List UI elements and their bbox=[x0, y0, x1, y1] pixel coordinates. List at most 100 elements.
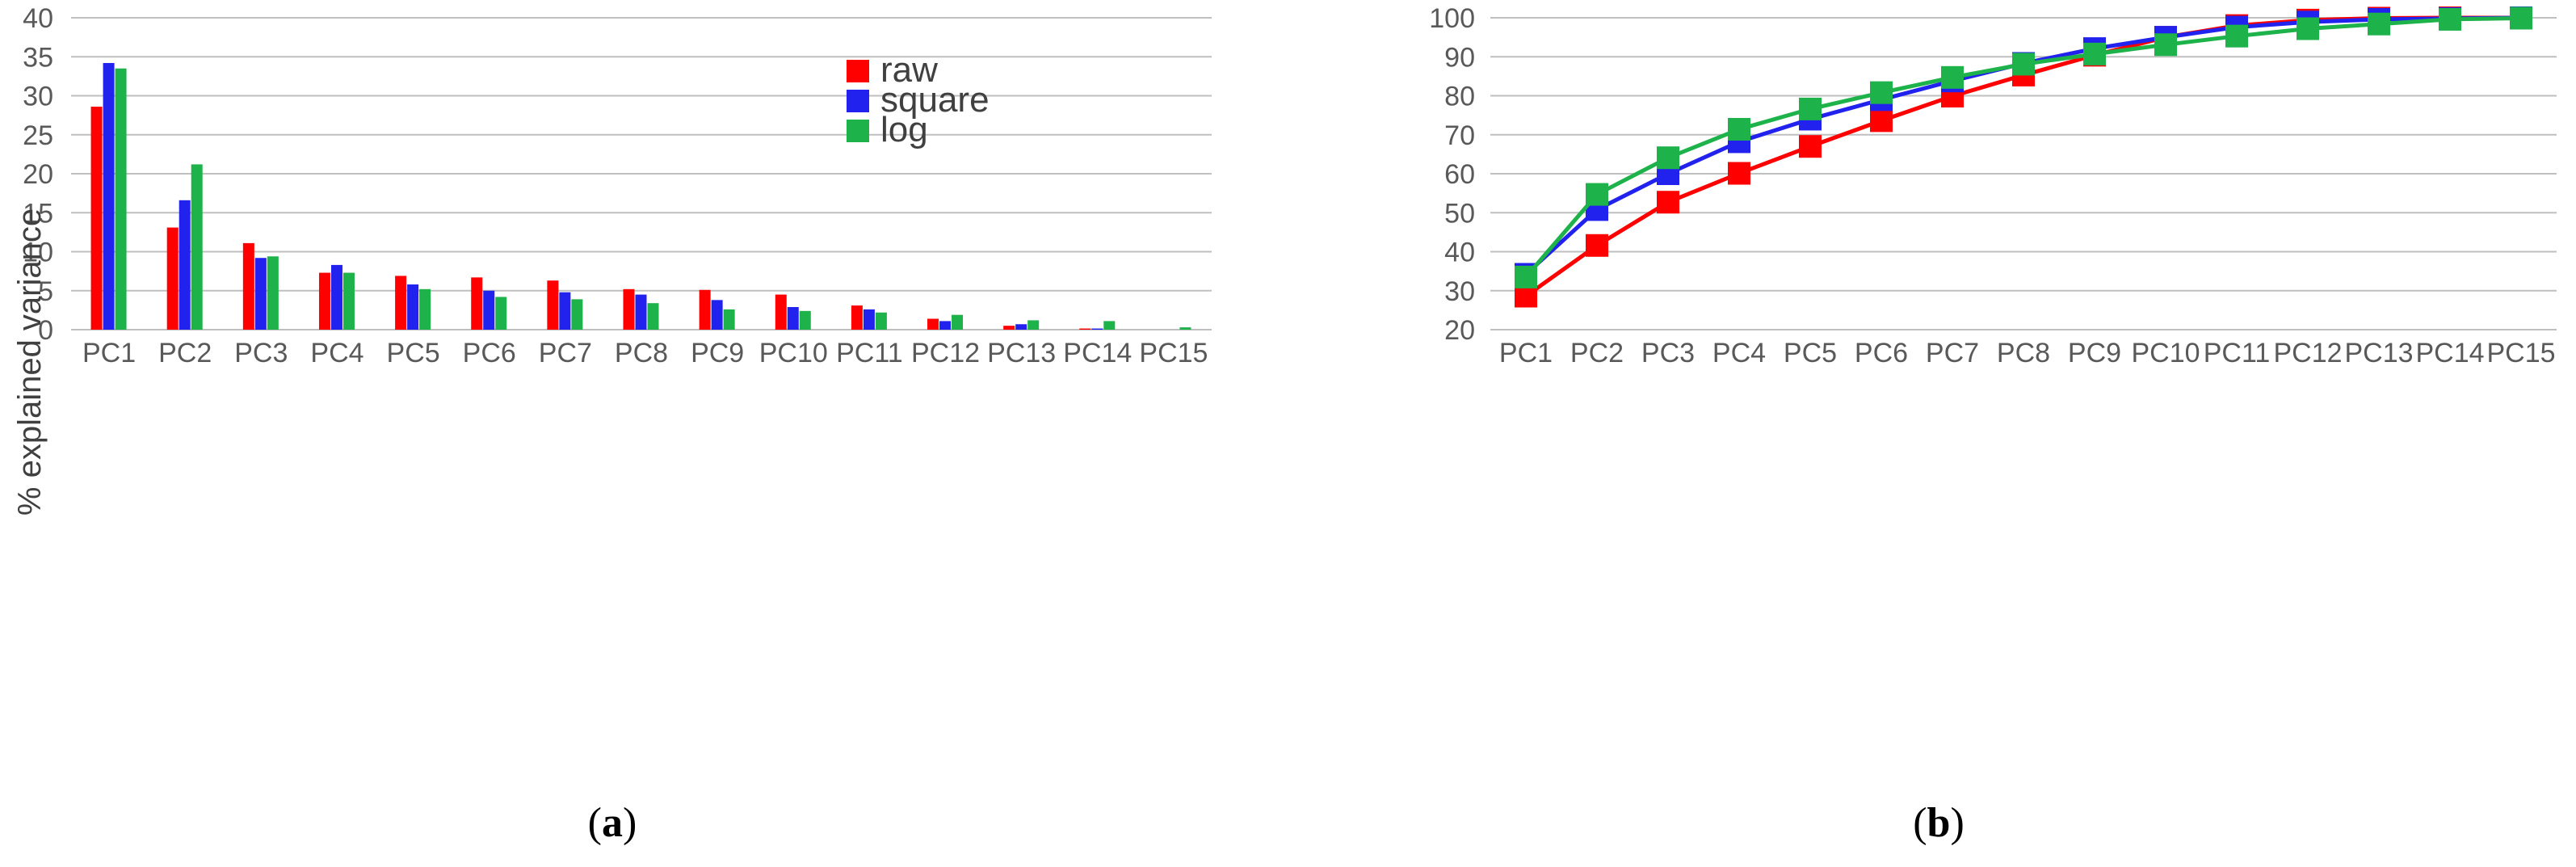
panel-b-x-tick: PC3 bbox=[1641, 338, 1695, 368]
bar-log-pc15 bbox=[1179, 327, 1191, 330]
panel-b-x-tick: PC7 bbox=[1926, 338, 1979, 368]
panel-a-y-tick: 15 bbox=[23, 198, 53, 229]
marker-log-pc13 bbox=[2368, 12, 2390, 36]
panel-b-x-tick: PC14 bbox=[2415, 338, 2484, 368]
marker-raw-pc1 bbox=[1515, 284, 1537, 308]
bar-log-pc7 bbox=[571, 299, 583, 330]
panel-b-y-tick: 70 bbox=[1444, 120, 1475, 151]
marker-log-pc14 bbox=[2439, 7, 2461, 31]
panel-b-y-tick: 60 bbox=[1444, 159, 1475, 190]
bar-raw-pc8 bbox=[623, 288, 635, 330]
panel-paren: ) bbox=[1950, 800, 1964, 846]
marker-log-pc3 bbox=[1657, 146, 1679, 170]
marker-log-pc15 bbox=[2510, 6, 2532, 30]
panel-a-y-tick: 35 bbox=[23, 42, 53, 73]
panel-b-x-tick: PC12 bbox=[2273, 338, 2342, 368]
legend-label-log: log bbox=[880, 110, 928, 149]
panel-b-x-tick: PC1 bbox=[1499, 338, 1553, 368]
panel-a-y-tick: 10 bbox=[23, 238, 53, 268]
panel-a-gridlines bbox=[71, 17, 1212, 330]
marker-log-pc10 bbox=[2154, 33, 2177, 57]
panel-a-x-tick: PC3 bbox=[234, 338, 288, 368]
bar-square-pc9 bbox=[711, 300, 723, 330]
marker-log-pc11 bbox=[2225, 24, 2248, 48]
bar-square-pc14 bbox=[1091, 328, 1103, 330]
panel-a-y-axis-label: % explained variance bbox=[12, 208, 48, 516]
panel-b-x-tick: PC6 bbox=[1855, 338, 1908, 368]
panel-a-caption-label: (a) bbox=[588, 800, 637, 846]
marker-raw-pc4 bbox=[1728, 162, 1750, 185]
bar-square-pc11 bbox=[863, 309, 875, 330]
panel-a-y-tick: 40 bbox=[23, 3, 53, 34]
bar-log-pc11 bbox=[875, 312, 887, 330]
legend-swatch-square bbox=[847, 90, 869, 112]
panel-b-x-tick: PC15 bbox=[2486, 338, 2555, 368]
marker-raw-pc6 bbox=[1870, 109, 1893, 133]
panel-a-y-tick-labels: 0 5 10 15 20 25 30 35 40 bbox=[23, 3, 53, 346]
bar-raw-pc12 bbox=[927, 318, 939, 330]
bar-log-pc14 bbox=[1103, 321, 1116, 330]
panel-b-line-chart: 20 30 40 50 60 70 80 90 100 PC1 PC2 PC3 PC4 PC5 PC6 PC… bbox=[1429, 3, 2557, 846]
panel-b-y-tick: 80 bbox=[1444, 82, 1475, 112]
panel-a-x-tick: PC11 bbox=[836, 338, 903, 368]
panel-a-x-tick: PC6 bbox=[463, 338, 516, 368]
panel-a-x-tick: PC13 bbox=[987, 338, 1056, 368]
panel-b-y-tick: 100 bbox=[1429, 3, 1475, 34]
panel-a-x-tick: PC12 bbox=[911, 338, 980, 368]
panel-a-x-tick-labels: PC1 PC2 PC3 PC4 PC5 PC6 PC7 PC8 PC9 PC10 PC11 PC12 P… bbox=[82, 338, 1208, 368]
panel-paren: ( bbox=[588, 800, 602, 846]
panel-a-x-tick: PC10 bbox=[759, 338, 828, 368]
bar-square-pc10 bbox=[787, 307, 799, 330]
marker-raw-pc3 bbox=[1657, 191, 1679, 214]
marker-log-pc12 bbox=[2297, 17, 2319, 40]
bar-log-pc10 bbox=[799, 310, 811, 330]
panel-a-y-tick: 5 bbox=[38, 276, 53, 307]
panel-b-x-tick: PC8 bbox=[1997, 338, 2050, 368]
bar-square-pc8 bbox=[635, 294, 647, 330]
panel-b-x-tick: PC10 bbox=[2131, 338, 2200, 368]
legend-label-raw: raw bbox=[880, 50, 938, 90]
bar-raw-pc13 bbox=[1003, 326, 1015, 330]
bar-raw-pc7 bbox=[547, 280, 559, 330]
panel-b-x-tick: PC5 bbox=[1784, 338, 1837, 368]
legend-label-square: square bbox=[880, 80, 990, 120]
bar-log-pc5 bbox=[419, 288, 431, 330]
bar-square-pc1 bbox=[103, 62, 115, 330]
panel-a-x-tick: PC8 bbox=[615, 338, 668, 368]
panel-paren: ) bbox=[623, 800, 637, 846]
bar-raw-pc1 bbox=[90, 107, 103, 330]
bar-raw-pc9 bbox=[699, 289, 711, 330]
bar-log-pc1 bbox=[115, 68, 127, 330]
marker-raw-pc2 bbox=[1586, 234, 1608, 257]
bar-square-pc13 bbox=[1015, 324, 1027, 330]
panel-a-x-tick: PC7 bbox=[539, 338, 592, 368]
panel-paren: ( bbox=[1913, 800, 1927, 846]
bar-square-pc5 bbox=[407, 284, 419, 330]
legend-swatch-raw bbox=[847, 60, 869, 82]
panel-b-lines bbox=[1515, 6, 2532, 308]
bar-log-pc13 bbox=[1027, 320, 1040, 330]
panel-a-x-tick: PC5 bbox=[387, 338, 440, 368]
bar-log-pc4 bbox=[342, 272, 355, 330]
panel-a-x-tick: PC4 bbox=[310, 338, 363, 368]
marker-log-pc7 bbox=[1941, 65, 1964, 89]
panel-b-x-tick-labels: PC1 PC2 PC3 PC4 PC5 PC6 PC7 PC8 PC9 PC10 PC11 PC12 P… bbox=[1499, 338, 2556, 368]
panel-b-x-tick: PC11 bbox=[2204, 338, 2271, 368]
panel-b-x-tick: PC13 bbox=[2344, 338, 2413, 368]
legend-swatch-log bbox=[847, 120, 869, 142]
panel-a-x-tick: PC15 bbox=[1139, 338, 1208, 368]
panel-a-x-tick: PC14 bbox=[1063, 338, 1132, 368]
marker-log-pc9 bbox=[2083, 42, 2106, 65]
panel-b-x-tick: PC2 bbox=[1570, 338, 1624, 368]
panel-letter: b bbox=[1927, 800, 1951, 846]
panel-a-x-tick: PC1 bbox=[82, 338, 136, 368]
bar-square-pc6 bbox=[483, 290, 495, 330]
marker-log-pc2 bbox=[1586, 183, 1608, 206]
panel-a-y-tick: 25 bbox=[23, 120, 53, 151]
bar-log-pc6 bbox=[495, 297, 507, 330]
panel-b-x-tick: PC4 bbox=[1712, 338, 1766, 368]
panel-a-y-tick: 0 bbox=[38, 315, 53, 346]
bar-raw-pc3 bbox=[242, 242, 254, 330]
marker-log-pc5 bbox=[1799, 97, 1822, 120]
